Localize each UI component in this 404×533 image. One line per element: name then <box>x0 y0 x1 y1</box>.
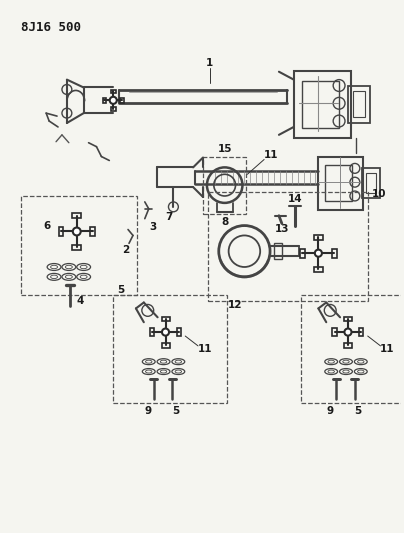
Bar <box>300 249 305 257</box>
Text: 8: 8 <box>221 216 228 227</box>
Bar <box>162 317 170 321</box>
Text: 14: 14 <box>287 194 302 204</box>
Text: 9: 9 <box>144 406 152 416</box>
Bar <box>120 98 124 103</box>
Text: 15: 15 <box>217 143 232 154</box>
Bar <box>59 227 63 236</box>
Circle shape <box>345 328 351 336</box>
Circle shape <box>315 249 322 257</box>
Bar <box>111 108 116 111</box>
Bar <box>208 192 368 301</box>
Text: 2: 2 <box>122 245 130 255</box>
Text: 5: 5 <box>354 406 362 416</box>
Bar <box>150 328 154 336</box>
Text: 8J16 500: 8J16 500 <box>21 21 80 35</box>
Bar <box>348 85 370 123</box>
Text: 13: 13 <box>275 223 289 233</box>
Bar <box>103 98 106 103</box>
Bar <box>203 157 246 214</box>
Bar <box>314 235 323 240</box>
Bar <box>314 266 323 272</box>
Text: 3: 3 <box>149 222 156 231</box>
Bar <box>21 196 137 295</box>
Circle shape <box>110 97 117 104</box>
Bar <box>113 295 227 403</box>
Bar <box>344 317 352 321</box>
Text: 6: 6 <box>44 221 51 231</box>
Text: 5: 5 <box>172 406 179 416</box>
Bar <box>325 165 352 201</box>
Text: 9: 9 <box>327 406 334 416</box>
Bar <box>72 213 81 218</box>
Text: 11: 11 <box>198 344 212 354</box>
Text: 11: 11 <box>380 344 395 354</box>
Bar <box>302 80 339 128</box>
Bar <box>111 90 116 93</box>
Text: 11: 11 <box>264 150 278 159</box>
Text: 10: 10 <box>372 189 387 199</box>
Circle shape <box>73 228 81 236</box>
Bar <box>344 343 352 348</box>
Bar <box>353 92 365 117</box>
Bar <box>362 168 379 198</box>
Bar <box>177 328 181 336</box>
Bar <box>274 244 282 259</box>
Bar <box>72 245 81 250</box>
Bar <box>90 227 95 236</box>
Bar <box>332 249 337 257</box>
Bar <box>366 173 376 193</box>
Bar <box>359 328 364 336</box>
Bar <box>332 328 337 336</box>
Circle shape <box>162 328 169 336</box>
Text: 12: 12 <box>228 301 243 310</box>
Bar <box>162 343 170 348</box>
Bar <box>301 295 404 403</box>
Bar <box>294 71 351 138</box>
Text: 5: 5 <box>118 285 125 295</box>
Text: 7: 7 <box>165 212 172 222</box>
Text: 1: 1 <box>206 58 214 68</box>
Bar <box>318 157 363 210</box>
Text: 4: 4 <box>76 295 83 305</box>
